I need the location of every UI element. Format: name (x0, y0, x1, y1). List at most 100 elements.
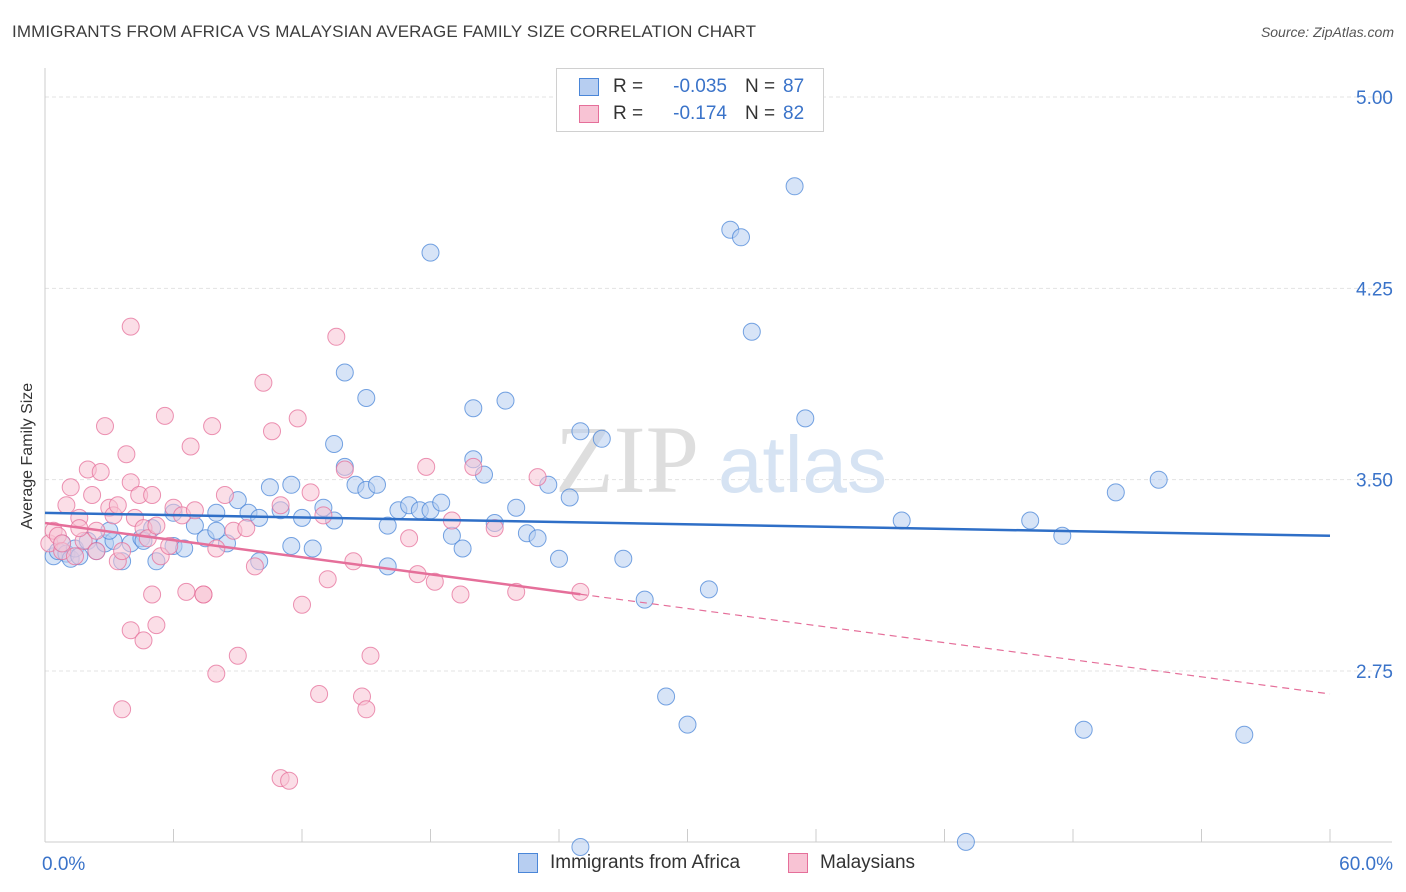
point-africa (699, 580, 718, 599)
point-africa (378, 516, 397, 535)
point-malaysian (87, 542, 106, 561)
chart-title: IMMIGRANTS FROM AFRICA VS MALAYSIAN AVER… (12, 22, 757, 41)
point-africa (550, 549, 568, 568)
x-tick-label: 0.0% (42, 854, 85, 875)
point-malaysian (203, 417, 222, 436)
point-malaysian (117, 445, 136, 464)
point-africa (635, 590, 654, 609)
series-swatch-malaysians (788, 853, 808, 873)
point-malaysian (207, 539, 226, 558)
point-africa (614, 549, 633, 568)
point-malaysian (254, 373, 273, 392)
point-malaysian (344, 552, 363, 571)
source-label: Source: ZipAtlas.com (1260, 24, 1394, 40)
legend-r-label: R = (613, 103, 644, 124)
point-africa (1021, 511, 1040, 530)
legend-row-africa: R = -0.035 N = 87 (579, 75, 804, 99)
point-malaysian (318, 570, 337, 589)
point-africa (464, 399, 483, 418)
point-africa (207, 503, 226, 522)
y-axis-label: Average Family Size (19, 382, 36, 530)
point-malaysian (160, 537, 179, 555)
point-malaysian (147, 616, 166, 635)
point-africa (496, 391, 515, 410)
point-malaysian (143, 486, 162, 504)
legend-r-value: -0.035 (673, 76, 727, 97)
legend-n-value: 82 (783, 103, 805, 124)
legend-r-value: -0.174 (673, 103, 727, 124)
y-tick-label: 3.50 (1356, 471, 1393, 492)
tick-labels: 2.75 3.50 4.25 5.00 0.0% 60.0% (42, 88, 1393, 875)
point-malaysian (91, 463, 110, 481)
point-malaysian (288, 409, 307, 428)
point-malaysian (425, 572, 444, 591)
point-malaysian (571, 582, 590, 601)
point-malaysian (61, 478, 80, 497)
point-africa (325, 435, 344, 453)
point-malaysian (335, 460, 354, 479)
legend-swatch-malaysians (579, 105, 599, 123)
point-malaysian (155, 406, 174, 425)
point-malaysian (361, 646, 380, 665)
point-malaysian (181, 437, 200, 456)
point-malaysian (108, 496, 127, 515)
data-points (40, 177, 1254, 856)
point-malaysian (113, 542, 132, 561)
point-malaysian (53, 534, 72, 553)
point-africa (892, 511, 911, 530)
point-malaysian (314, 506, 333, 525)
trend-line-malaysian (44, 521, 581, 596)
point-africa (507, 498, 526, 517)
point-malaysian (83, 486, 102, 504)
legend-swatch-africa (579, 78, 599, 96)
trend-lines (44, 511, 1331, 695)
point-malaysian (271, 496, 290, 515)
point-malaysian (57, 496, 76, 515)
point-africa (678, 715, 697, 734)
point-malaysian (451, 585, 470, 604)
point-malaysian (113, 700, 132, 719)
point-africa (1149, 470, 1168, 489)
correlation-legend: R = -0.035 N = 87 R = -0.174 N = 82 (556, 68, 824, 132)
point-malaysian (121, 317, 140, 336)
series-legend: Immigrants from Africa Malaysians (0, 852, 1406, 876)
y-tick-label: 2.75 (1356, 662, 1393, 683)
point-malaysian (301, 483, 320, 502)
point-malaysian (400, 529, 419, 548)
point-africa (1074, 720, 1093, 739)
point-malaysian (280, 771, 299, 790)
x-tick-label: 60.0% (1339, 854, 1393, 875)
point-malaysian (143, 585, 162, 604)
point-malaysian (228, 646, 247, 665)
point-malaysian (417, 457, 436, 476)
trend-line-malaysian-dashed (580, 593, 1331, 695)
legend-n-label: N = (745, 103, 776, 124)
axes (44, 68, 1392, 843)
point-africa (785, 177, 804, 196)
point-malaysian (96, 417, 114, 436)
point-africa (592, 429, 611, 448)
point-malaysian (293, 595, 311, 614)
point-malaysian (147, 516, 166, 535)
point-africa (732, 228, 750, 247)
point-malaysian (194, 585, 213, 604)
series-legend-label: Malaysians (820, 852, 916, 873)
series-legend-malaysians[interactable]: Malaysians (788, 852, 915, 874)
point-africa (657, 687, 676, 706)
point-africa (528, 529, 547, 548)
watermark-atlas: atlas (718, 420, 887, 509)
point-malaysian (310, 685, 329, 703)
legend-n-label: N = (745, 76, 776, 97)
trend-line-africa (44, 511, 1331, 538)
series-legend-africa[interactable]: Immigrants from Africa (518, 852, 740, 874)
point-africa (421, 243, 440, 262)
point-malaysian (263, 422, 281, 441)
point-malaysian (215, 486, 234, 504)
point-malaysian (207, 664, 226, 683)
point-malaysian (121, 621, 140, 640)
point-africa (368, 475, 386, 494)
point-africa (956, 832, 975, 851)
point-malaysian (357, 700, 376, 719)
point-malaysian (327, 327, 346, 346)
